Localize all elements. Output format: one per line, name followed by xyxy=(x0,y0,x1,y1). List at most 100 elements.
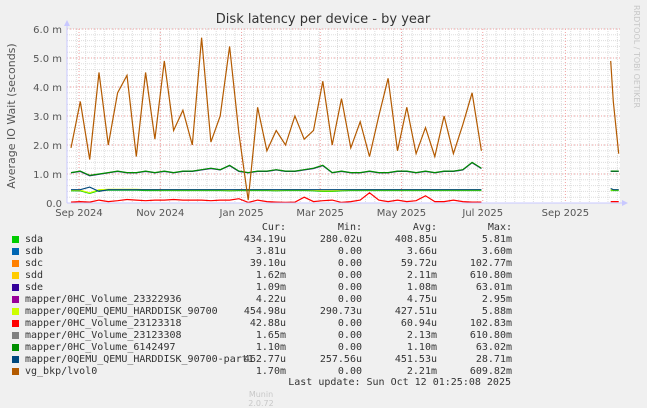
x-tick-label: Sep 2024 xyxy=(55,208,102,219)
legend-max: 3.60m xyxy=(481,246,512,257)
y-axis-label: Average IO Wait (seconds) xyxy=(5,43,18,188)
y-tick-label: 2.0 m xyxy=(33,141,62,152)
legend-row: mapper/0HC_Volume_6142497 1.10m 0.00 1.10m 6… xyxy=(0,342,647,354)
legend-max: 5.81m xyxy=(481,234,512,245)
legend-cur: 454.98u xyxy=(243,306,286,317)
legend-swatch xyxy=(12,272,19,279)
legend-cur: 4.22u xyxy=(255,294,286,305)
legend-swatch xyxy=(12,320,19,327)
legend-cur: 3.81u xyxy=(255,246,286,257)
legend-min: 257.56u xyxy=(319,354,362,365)
legend-swatch xyxy=(12,236,19,243)
munin-version: Munin 2.0.72 xyxy=(248,390,274,408)
legend-min: 0.00 xyxy=(337,270,362,281)
x-tick-label: Jul 2025 xyxy=(461,208,503,219)
legend-cur: 1.62m xyxy=(255,270,286,281)
legend-avg: 3.66u xyxy=(406,246,437,257)
chart-title: Disk latency per device - by year xyxy=(216,12,431,27)
legend-avg: 1.10m xyxy=(406,342,437,353)
legend-cur: 1.09m xyxy=(255,282,286,293)
legend-max: 610.80m xyxy=(469,270,512,281)
last-update: Last update: Sun Oct 12 01:25:08 2025 xyxy=(288,377,511,388)
legend-min: 0.00 xyxy=(337,366,362,377)
header-cur: Cur: xyxy=(261,222,286,233)
legend-cur: 434.19u xyxy=(243,234,286,245)
legend-avg: 2.13m xyxy=(406,330,437,341)
legend-swatch xyxy=(12,332,19,339)
legend-row: sde 1.09m 0.00 1.08m 63.01m xyxy=(0,282,647,294)
legend-min: 0.00 xyxy=(337,246,362,257)
legend-avg: 60.94u xyxy=(400,318,437,329)
legend-series-name: mapper/0HC_Volume_23123318 xyxy=(25,318,182,329)
legend-max: 63.01m xyxy=(475,282,512,293)
legend-max: 610.80m xyxy=(469,330,512,341)
legend-min: 0.00 xyxy=(337,330,362,341)
legend-swatch xyxy=(12,296,19,303)
legend-swatch xyxy=(12,284,19,291)
legend-swatch xyxy=(12,308,19,315)
legend-cur: 1.70m xyxy=(255,366,286,377)
legend-avg: 408.85u xyxy=(394,234,437,245)
y-tick-label: 5.0 m xyxy=(33,54,62,65)
legend-row: mapper/0QEMU_QEMU_HARDDISK_90700 454.98u 2… xyxy=(0,306,647,318)
y-axis-arrow-icon xyxy=(64,20,70,26)
legend-max: 5.88m xyxy=(481,306,512,317)
legend-header: Cur: Min: Avg: Max: xyxy=(0,222,647,234)
legend-cur: 1.65m xyxy=(255,330,286,341)
legend-avg: 4.75u xyxy=(406,294,437,305)
legend-swatch xyxy=(12,368,19,375)
legend-row: mapper/0QEMU_QEMU_HARDDISK_90700-part1 46… xyxy=(0,354,647,366)
legend-series-name: mapper/0HC_Volume_6142497 xyxy=(25,342,176,353)
legend-row: sdc 39.10u 0.00 59.72u 102.77m xyxy=(0,258,647,270)
legend-row: sdb 3.81u 0.00 3.66u 3.60m xyxy=(0,246,647,258)
legend-row: mapper/0HC_Volume_23322936 4.22u 0.00 4.75u… xyxy=(0,294,647,306)
legend-max: 28.71m xyxy=(475,354,512,365)
y-tick-label: 3.0 m xyxy=(33,112,62,123)
legend-series-name: sdc xyxy=(25,258,44,269)
series-line-mapper-0hc-volume-23123318 xyxy=(70,192,619,204)
legend-min: 0.00 xyxy=(337,282,362,293)
y-tick-label: 1.0 m xyxy=(33,170,62,181)
legend-max: 2.95m xyxy=(481,294,512,305)
series-line-vg-bkp-lvol0 xyxy=(70,37,620,201)
legend-min: 0.00 xyxy=(337,342,362,353)
rrdtool-credit: RRDTOOL / TOBI OETIKER xyxy=(632,5,641,108)
header-max: Max: xyxy=(487,222,512,233)
header-min: Min: xyxy=(337,222,362,233)
legend-cur: 1.10m xyxy=(255,342,286,353)
legend-max: 63.02m xyxy=(475,342,512,353)
legend-swatch xyxy=(12,344,19,351)
legend-max: 609.82m xyxy=(469,366,512,377)
y-tick-label: 0.0 xyxy=(46,199,62,210)
legend-series-name: sde xyxy=(25,282,44,293)
legend-max: 102.83m xyxy=(469,318,512,329)
legend-min: 0.00 xyxy=(337,318,362,329)
legend-row: mapper/0HC_Volume_23123308 1.65m 0.00 2.13m… xyxy=(0,330,647,342)
legend-max: 102.77m xyxy=(469,258,512,269)
legend-series-name: mapper/0HC_Volume_23123308 xyxy=(25,330,182,341)
legend-avg: 1.08m xyxy=(406,282,437,293)
legend-min: 280.02u xyxy=(319,234,362,245)
chart: Disk latency per device - by year Averag… xyxy=(5,5,641,219)
legend-cur: 42.88u xyxy=(249,318,286,329)
legend-series-name: mapper/0QEMU_QEMU_HARDDISK_90700 xyxy=(25,306,218,317)
y-tick-label: 4.0 m xyxy=(33,83,62,94)
header-avg: Avg: xyxy=(412,222,437,233)
legend-min: 0.00 xyxy=(337,294,362,305)
legend-swatch xyxy=(12,260,19,267)
x-tick-label: Sep 2025 xyxy=(542,208,589,219)
x-tick-label: Jan 2025 xyxy=(219,208,264,219)
legend-cur: 462.77u xyxy=(243,354,286,365)
legend-row: mapper/0HC_Volume_23123318 42.88u 0.00 60.9… xyxy=(0,318,647,330)
series-line-mapper-0qemu-qemu-harddisk-90700-part1 xyxy=(71,186,619,193)
legend-series-name: vg_bkp/lvol0 xyxy=(25,366,98,377)
legend-swatch xyxy=(12,356,19,363)
legend-row: sda 434.19u 280.02u 408.85u 5.81m xyxy=(0,234,647,246)
legend-avg: 59.72u xyxy=(400,258,437,269)
legend-avg: 427.51u xyxy=(394,306,437,317)
x-axis-arrow-icon xyxy=(622,200,628,206)
series-line-mapper-0hc-volume-6142497 xyxy=(70,161,619,177)
legend-min: 290.73u xyxy=(319,306,362,317)
legend-swatch xyxy=(12,248,19,255)
legend-series-name: sdd xyxy=(25,270,44,281)
